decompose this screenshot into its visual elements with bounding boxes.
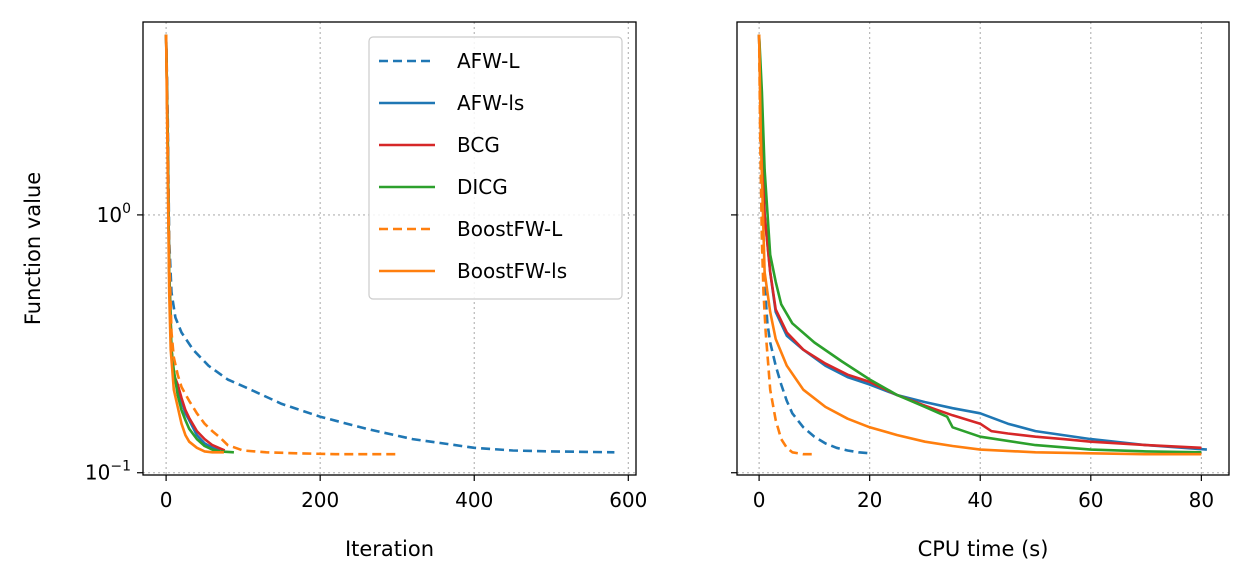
panel-1: 0 200 400 600 100 10−1 Iteration Function value… [21, 21, 647, 561]
legend-label: AFW-L [457, 49, 520, 73]
x-tick-label: 60 [1078, 488, 1103, 512]
x-tick-label: 80 [1189, 488, 1214, 512]
x-tick-label: 0 [160, 488, 173, 512]
plot-frame [142, 21, 637, 476]
y-tick-label: 10−1 [85, 459, 131, 485]
legend-label: BoostFW-ls [457, 259, 567, 283]
legend-label: BCG [457, 133, 500, 157]
legend-label: BoostFW-L [457, 217, 563, 241]
y-tick-label: 100 [97, 201, 131, 227]
x-tick-label: 600 [609, 488, 647, 512]
x-tick-label: 0 [753, 488, 766, 512]
legend-label: AFW-ls [457, 91, 524, 115]
series-group [757, 34, 1207, 456]
plot-frame [736, 21, 1230, 476]
legend: AFW-L AFW-ls BCG DICG BoostFW-L BoostFW-ls [368, 36, 623, 300]
x-tick-label: 200 [301, 488, 339, 512]
y-axis-label: Function value [21, 172, 45, 325]
series-line-1 [164, 34, 615, 454]
x-axis-label: CPU time (s) [918, 537, 1049, 561]
series-line-5 [757, 34, 815, 456]
x-tick-label: 400 [455, 488, 493, 512]
x-tick-label: 40 [968, 488, 993, 512]
panel-2: 0 20 40 60 80 CPU time (s) [731, 21, 1230, 561]
series-line-4 [757, 34, 1202, 454]
legend-label: DICG [457, 175, 508, 199]
x-axis-label: Iteration [345, 537, 434, 561]
series-line-6 [164, 34, 224, 454]
series-line-6 [757, 34, 1202, 456]
series-group [164, 34, 615, 456]
x-tick-label: 20 [857, 488, 882, 512]
